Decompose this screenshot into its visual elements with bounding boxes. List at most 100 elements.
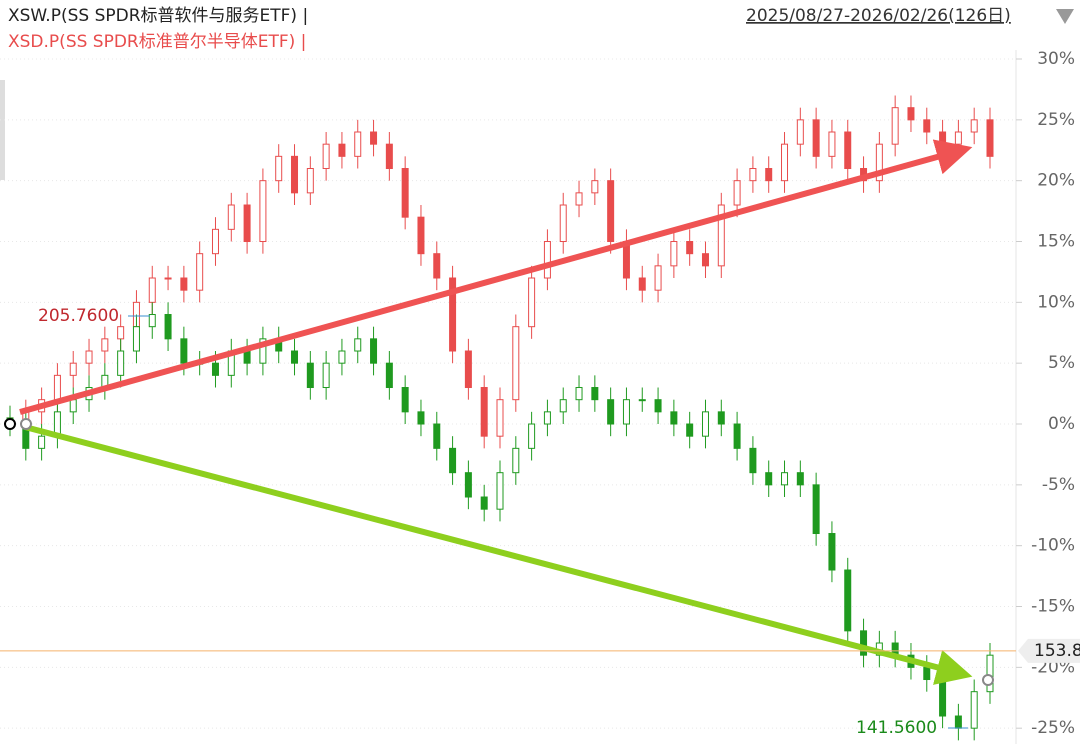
candle-body	[559, 204, 567, 243]
date-range[interactable]: 2025/08/27-2026/02/26(126日)	[746, 6, 1011, 26]
candle-body	[844, 131, 852, 170]
candle-body	[385, 362, 393, 389]
candle-body	[180, 338, 188, 364]
candle-body	[986, 119, 994, 157]
candle-body	[433, 253, 441, 279]
candle-body	[701, 253, 709, 267]
candle-body	[733, 180, 741, 206]
candle-body	[117, 350, 125, 376]
candle-body	[528, 277, 536, 328]
candle-body	[370, 338, 378, 364]
candle-body	[117, 326, 125, 340]
candle-body	[464, 350, 472, 389]
candle-body	[686, 241, 694, 255]
candle-body	[354, 131, 362, 157]
candle-body	[686, 423, 694, 437]
candle-body	[765, 168, 773, 182]
candle-body	[211, 362, 219, 376]
candle-body	[85, 350, 93, 364]
candle-body	[132, 326, 140, 352]
last-price-box	[1018, 638, 1080, 663]
candle-body	[907, 107, 915, 121]
candle-body	[101, 338, 109, 352]
candle-body	[275, 155, 283, 182]
candle-body	[828, 131, 836, 157]
candle-body	[607, 399, 615, 425]
candle-body	[812, 119, 820, 157]
price-annotation: 141.5600	[856, 718, 937, 738]
candle-body	[670, 411, 678, 425]
candle-body	[575, 387, 583, 401]
candle-body	[638, 399, 646, 402]
candle-body	[259, 180, 267, 243]
scrollbar	[0, 80, 5, 180]
y-tick-label: 0%	[1048, 414, 1075, 434]
candle-body	[954, 131, 962, 145]
candle-body	[164, 314, 172, 340]
candle-body	[401, 387, 409, 413]
candle-body	[781, 472, 789, 486]
candle-body	[591, 387, 599, 401]
candle-body	[796, 472, 804, 486]
candle-body	[417, 216, 425, 255]
candle-body	[148, 277, 156, 303]
candle-body	[875, 143, 883, 182]
candle-body	[891, 107, 899, 145]
title: XSW.P(SS SPDR标普软件与服务ETF) |	[8, 6, 308, 26]
candle-body	[433, 423, 441, 449]
candle-body	[749, 447, 757, 474]
candle-body	[306, 362, 314, 389]
candle-body	[417, 411, 425, 425]
candle-body	[164, 277, 172, 280]
candle-body	[259, 338, 267, 364]
candle-body	[939, 679, 947, 717]
y-tick-label: -10%	[1031, 536, 1075, 556]
candle-body	[701, 411, 709, 437]
candle-body	[970, 119, 978, 133]
candle-body	[654, 265, 662, 291]
dropdown-icon[interactable]	[1056, 9, 1074, 24]
candle-body	[69, 362, 77, 376]
candle-body	[512, 447, 520, 474]
candle-body	[970, 691, 978, 729]
candle-body	[180, 277, 188, 291]
price-annotation: 205.7600	[38, 306, 119, 326]
candle-body	[196, 253, 204, 291]
candle-body	[449, 277, 457, 352]
candle-body	[528, 423, 536, 449]
candle-body	[291, 155, 299, 194]
candle-body	[733, 423, 741, 449]
candle-body	[923, 119, 931, 133]
candle-body	[243, 350, 251, 364]
candle-body	[986, 654, 994, 693]
y-tick-label: 10%	[1037, 292, 1075, 312]
candle-body	[338, 143, 346, 157]
y-tick-label: -5%	[1042, 475, 1075, 495]
candle-body	[654, 399, 662, 413]
candle-body	[575, 192, 583, 206]
candle-body	[322, 362, 330, 389]
candle-body	[670, 241, 678, 267]
start-marker	[4, 418, 16, 430]
candle-body	[749, 168, 757, 182]
candle-body	[480, 387, 488, 437]
candle-body	[385, 143, 393, 170]
candle-body	[954, 715, 962, 729]
candle-body	[291, 350, 299, 364]
trend-arrow	[24, 424, 973, 685]
candle-body	[559, 399, 567, 413]
start-marker	[20, 418, 32, 430]
candle-body	[796, 119, 804, 145]
candle-body	[38, 435, 46, 449]
y-tick-label: 25%	[1037, 110, 1075, 130]
candle-body	[148, 314, 156, 328]
trend-arrow	[19, 139, 973, 415]
candle-body	[717, 204, 725, 267]
candle-body	[243, 204, 251, 243]
last-price-label: 153.8	[1034, 641, 1080, 661]
candle-body	[496, 399, 504, 437]
candle-body	[53, 374, 61, 401]
candle-body	[591, 180, 599, 194]
candle-body	[354, 338, 362, 352]
